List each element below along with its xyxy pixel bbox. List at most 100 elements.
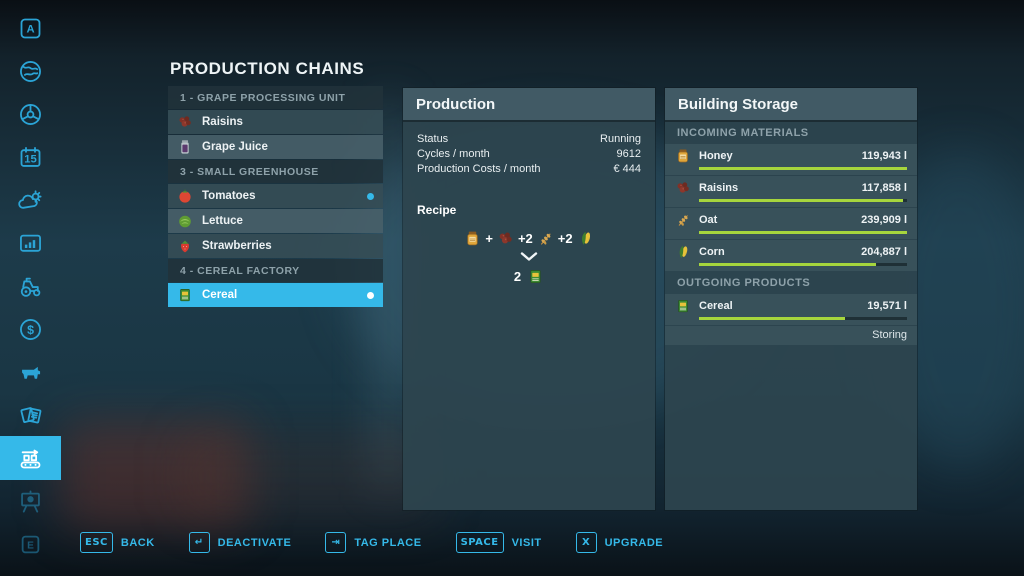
- sidebar-item-contracts[interactable]: [8, 396, 52, 434]
- storage-bar: [699, 199, 907, 202]
- sidebar-item-statistics[interactable]: [8, 224, 52, 262]
- storage-row-corn: Corn 204,887 l: [665, 240, 917, 271]
- page-title: PRODUCTION CHAINS: [170, 59, 365, 78]
- storage-name: Honey: [699, 150, 733, 162]
- cow-icon: [21, 366, 40, 379]
- building-storage-panel: Building Storage INCOMING MATERIALS Hone…: [665, 88, 917, 510]
- chain-section-header: 1 - GRAPE PROCESSING UNIT: [168, 86, 383, 109]
- a-key-icon: A: [20, 18, 40, 38]
- storage-amount: 19,571 l: [867, 300, 907, 312]
- chain-item-tomatoes[interactable]: Tomatoes: [168, 184, 383, 208]
- chain-item-strawberries[interactable]: Strawberries: [168, 234, 383, 258]
- chain-item-grape-juice[interactable]: Grape Juice: [168, 135, 383, 159]
- deactivate-label: DEACTIVATE: [217, 536, 292, 549]
- chain-section-header: 4 - CEREAL FACTORY: [168, 259, 383, 282]
- storage-name: Raisins: [699, 182, 739, 194]
- sidebar-item-animals[interactable]: [8, 353, 52, 391]
- deactivate-button[interactable]: ↵ DEACTIVATE: [188, 532, 292, 553]
- sidebar-item-vehicles[interactable]: [8, 95, 52, 133]
- back-button[interactable]: ESC BACK: [80, 532, 155, 553]
- sidebar-item-a-key[interactable]: A: [8, 9, 52, 47]
- storage-row-honey: Honey 119,943 l: [665, 144, 917, 175]
- tag-place-label: TAG PLACE: [354, 536, 422, 549]
- world-icon: [19, 60, 41, 82]
- tractor-icon: [20, 277, 40, 297]
- sidebar-item-weather[interactable]: [8, 181, 52, 219]
- corn-icon: [675, 244, 691, 260]
- chain-item-cereal[interactable]: Cereal: [168, 283, 383, 307]
- svg-text:E: E: [27, 540, 34, 551]
- production-panel-title: Production: [403, 88, 655, 122]
- stat-row-cycles: Cycles / month 9612: [417, 146, 641, 161]
- space-key-icon: SPACE: [455, 532, 504, 553]
- enter-key-icon: ↵: [188, 532, 210, 553]
- storage-amount: 239,909 l: [861, 214, 907, 226]
- recipe-output: 2: [403, 268, 655, 285]
- honey-icon: [464, 230, 481, 247]
- sidebar-item-finances[interactable]: $: [8, 310, 52, 348]
- recipe-output-qty: 2: [513, 269, 522, 284]
- selected-production-dot: [367, 291, 374, 299]
- chain-item-label: Strawberries: [202, 240, 272, 252]
- sidebar-item-production-chains[interactable]: [0, 436, 61, 480]
- cereal-icon: [675, 298, 691, 314]
- incoming-materials-label: INCOMING MATERIALS: [677, 127, 809, 139]
- raisins-icon: [675, 180, 691, 196]
- chain-item-label: Lettuce: [202, 215, 243, 227]
- steering-wheel-icon: [19, 103, 41, 125]
- chain-item-lettuce[interactable]: Lettuce: [168, 209, 383, 233]
- cereal-icon: [177, 287, 193, 303]
- upgrade-button[interactable]: X UPGRADE: [575, 532, 664, 553]
- production-stats: Status Running Cycles / month 9612 Produ…: [403, 122, 655, 176]
- storage-bar: [699, 317, 907, 320]
- stat-row-status: Status Running: [417, 131, 641, 146]
- back-label: BACK: [120, 536, 155, 549]
- sidebar-item-construction[interactable]: [8, 482, 52, 520]
- production-chains-list: 1 - GRAPE PROCESSING UNIT Raisins Grape …: [168, 86, 383, 307]
- sidebar-item-garage[interactable]: [8, 267, 52, 305]
- finances-icon: $: [19, 318, 41, 340]
- oat-icon: [675, 212, 691, 228]
- easel-icon: [20, 489, 40, 513]
- sidebar-item-calendar[interactable]: 15: [8, 138, 52, 176]
- stat-label: Cycles / month: [417, 147, 490, 160]
- sidebar-item-e-key[interactable]: E: [8, 525, 52, 563]
- chain-item-raisins[interactable]: Raisins: [168, 110, 383, 134]
- storage-name: Corn: [699, 246, 725, 258]
- tag-place-button[interactable]: ⇥ TAG PLACE: [325, 532, 421, 553]
- stat-value: Running: [600, 132, 641, 145]
- cereal-icon: [527, 268, 544, 285]
- storage-row-oat: Oat 239,909 l: [665, 208, 917, 239]
- grape-juice-icon: [177, 139, 193, 155]
- chevron-down-icon: [520, 252, 538, 261]
- recipe-operator: +2: [557, 231, 573, 246]
- recipe-inputs: + +2 +2: [403, 230, 655, 247]
- recipe-operator: +: [485, 231, 493, 246]
- stat-value: 9612: [616, 147, 641, 160]
- production-panel: Production Status Running Cycles / month…: [403, 88, 655, 510]
- corn-icon: [577, 230, 594, 247]
- lettuce-icon: [177, 213, 193, 229]
- recipe-arrow: [403, 252, 655, 261]
- recipe-operator: +2: [517, 231, 533, 246]
- upgrade-label: UPGRADE: [604, 536, 664, 549]
- honey-icon: [675, 148, 691, 164]
- chain-section-header: 3 - SMALL GREENHOUSE: [168, 160, 383, 183]
- tomato-icon: [177, 188, 193, 204]
- stat-row-costs: Production Costs / month € 444: [417, 161, 641, 176]
- oat-icon: [537, 230, 554, 247]
- contracts-icon: [19, 406, 41, 423]
- tab-key-icon: ⇥: [325, 532, 347, 553]
- chain-item-label: Grape Juice: [202, 141, 268, 153]
- svg-text:15: 15: [24, 153, 37, 165]
- storage-name: Cereal: [699, 300, 733, 312]
- visit-button[interactable]: SPACE VISIT: [455, 532, 542, 553]
- storage-amount: 119,943 l: [861, 150, 907, 162]
- statistics-icon: [19, 234, 41, 252]
- storage-amount: 117,858 l: [861, 182, 907, 194]
- sidebar-item-world[interactable]: [8, 52, 52, 90]
- stat-label: Status: [417, 132, 449, 145]
- stat-value: € 444: [613, 162, 641, 175]
- calendar-icon: 15: [20, 146, 40, 167]
